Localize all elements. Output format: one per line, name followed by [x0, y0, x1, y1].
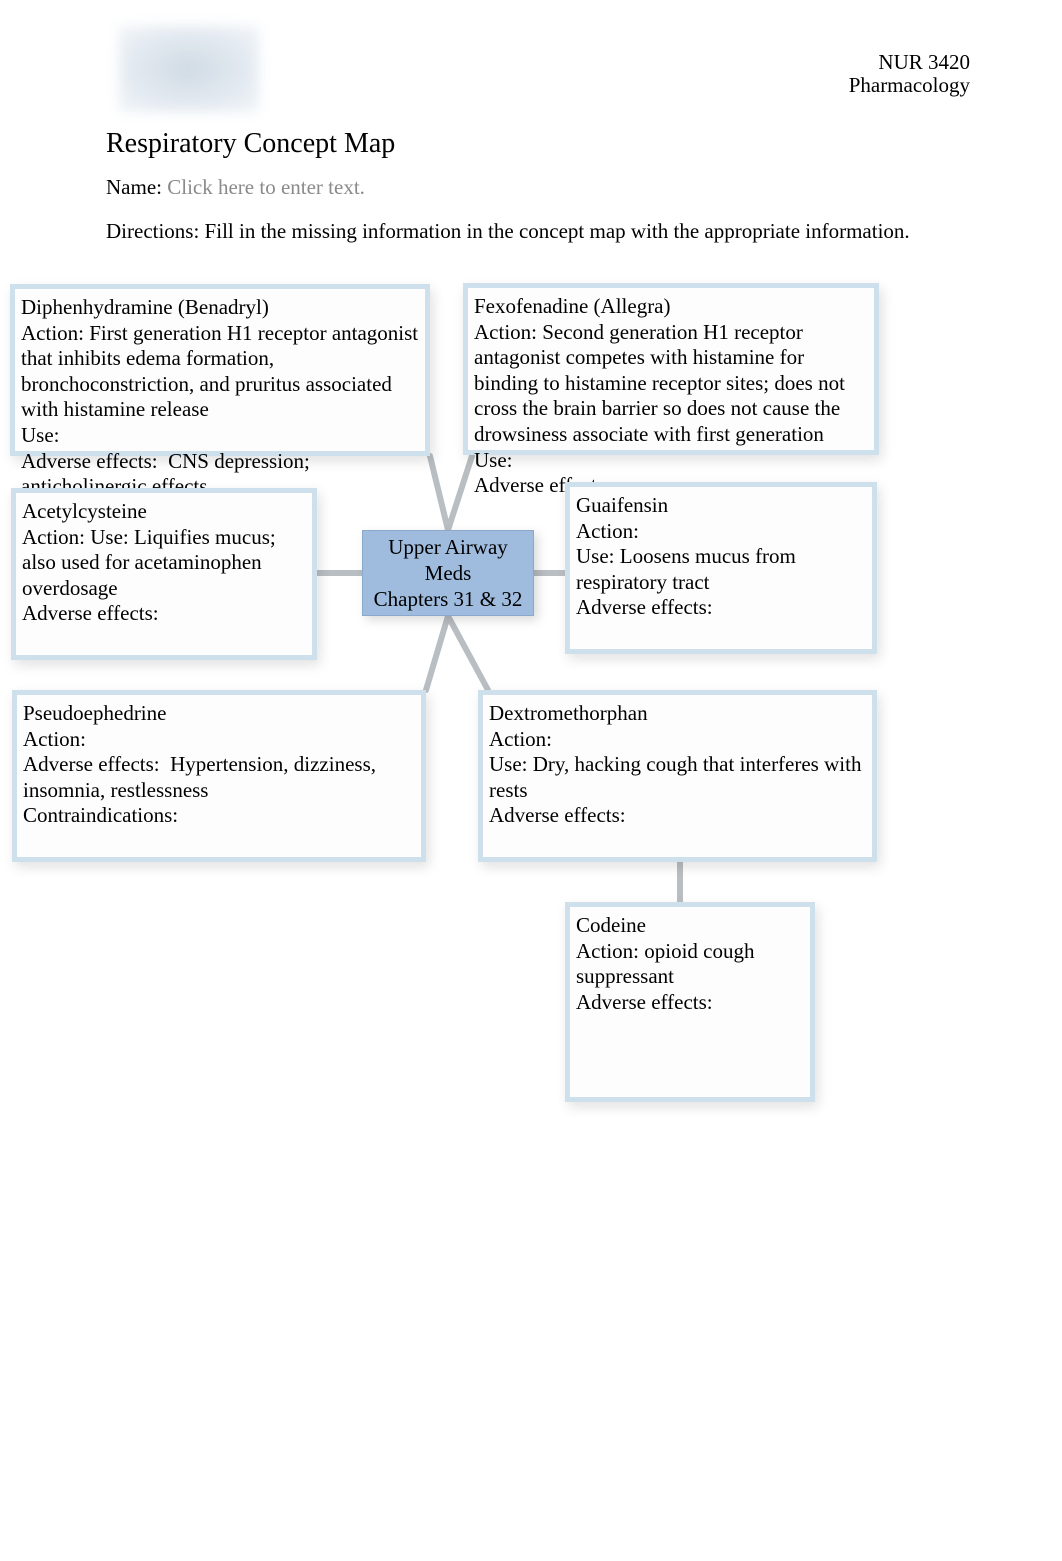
name-label: Name: [106, 175, 162, 199]
course-name: Pharmacology [106, 73, 970, 98]
box-guaifensin: GuaifensinAction:Use: Loosens mucus from… [565, 482, 877, 654]
directions-text: Directions: Fill in the missing informat… [106, 219, 970, 244]
connector-line [448, 456, 472, 530]
name-input-placeholder[interactable]: Click here to enter text. [167, 175, 365, 199]
connector-line [426, 616, 448, 690]
page-title: Respiratory Concept Map [106, 128, 395, 160]
box-pseudoephedrine: PseudoephedrineAction:Adverse effects: H… [12, 690, 426, 862]
box-dextromethorphan: DextromethorphanAction:Use: Dry, hacking… [478, 690, 877, 862]
course-code: NUR 3420 [106, 50, 970, 75]
box-fexofenadine: Fexofenadine (Allegra)Action: Second gen… [463, 283, 879, 455]
box-diphenhydramine: Diphenhydramine (Benadryl)Action: First … [10, 284, 430, 456]
box-acetylcysteine: AcetylcysteineAction: Use: Liquifies muc… [11, 488, 317, 660]
hub-upper-airway-meds: Upper Airway Meds Chapters 31 & 32 [362, 530, 534, 616]
hub-line2: Chapters 31 & 32 [363, 586, 533, 612]
connector-line [430, 456, 448, 530]
name-row: Name: Click here to enter text. [106, 175, 365, 200]
hub-line1: Upper Airway Meds [363, 534, 533, 587]
box-codeine: CodeineAction: opioid cough suppressantA… [565, 902, 815, 1102]
connector-line [448, 616, 488, 690]
